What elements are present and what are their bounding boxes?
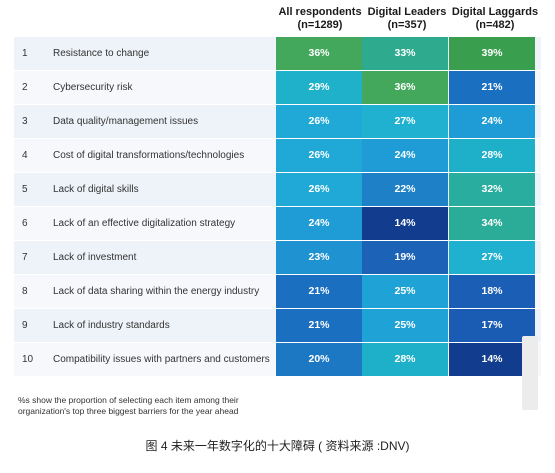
value-cell: 39% (449, 37, 535, 70)
row-rank: 2 (22, 82, 28, 93)
value-cell: 33% (362, 37, 448, 70)
value-cell: 26% (276, 105, 362, 138)
column-header-title: All respondents (278, 6, 362, 18)
value-cell: 36% (362, 71, 448, 104)
row-rank: 7 (22, 252, 28, 263)
row-rank: 10 (22, 354, 34, 365)
column-header-title: Digital Leaders (367, 6, 447, 18)
table-row: 8 Lack of data sharing within the energy … (14, 275, 541, 309)
table-row: 5 Lack of digital skills 26% 22% 32% (14, 173, 541, 207)
row-label: Resistance to change (53, 48, 150, 59)
value-cell: 28% (362, 343, 448, 376)
row-rank: 9 (22, 320, 28, 331)
value-cell: 14% (449, 343, 535, 376)
value-cell: 18% (449, 275, 535, 308)
value-cell: 24% (276, 207, 362, 240)
column-header-sample-size: (n=357) (387, 19, 427, 31)
row-label: Lack of investment (53, 252, 137, 263)
row-label: Lack of industry standards (53, 320, 170, 331)
row-label: Lack of digital skills (53, 184, 139, 195)
column-header-digital-leaders: Digital Leaders (n=357) (359, 6, 455, 32)
table-row: 2 Cybersecurity risk 29% 36% 21% (14, 71, 541, 105)
table-row: 6 Lack of an effective digitalization str… (14, 207, 541, 241)
footnote-line: %s show the proportion of selecting each… (18, 395, 239, 405)
table-row: 9 Lack of industry standards 21% 25% 17% (14, 309, 541, 343)
row-rank: 8 (22, 286, 28, 297)
column-header-sample-size: (n=482) (475, 19, 515, 31)
row-label: Data quality/management issues (53, 116, 199, 127)
value-cell: 14% (362, 207, 448, 240)
value-cell: 19% (362, 241, 448, 274)
figure-caption: 图 4 未来一年数字化的十大障碍 ( 资料来源 :DNV) (145, 439, 410, 453)
row-rank: 4 (22, 150, 28, 161)
row-label: Cost of digital transformations/technolo… (53, 150, 245, 161)
table-row: 10 Compatibility issues with partners and… (14, 343, 541, 377)
value-cell: 25% (362, 275, 448, 308)
table-row: 4 Cost of digital transformations/technol… (14, 139, 541, 173)
value-cell: 21% (276, 309, 362, 342)
value-cell: 24% (449, 105, 535, 138)
column-header-sample-size: (n=1289) (297, 19, 343, 31)
column-header-all-respondents: All respondents (n=1289) (272, 6, 368, 32)
footnote-line: organization's top three biggest barrier… (18, 406, 239, 416)
value-cell: 22% (362, 173, 448, 206)
footnote: %s show the proportion of selecting each… (18, 395, 239, 417)
value-cell: 27% (449, 241, 535, 274)
value-cell: 17% (449, 309, 535, 342)
row-rank: 3 (22, 116, 28, 127)
value-cell: 32% (449, 173, 535, 206)
table-row: 3 Data quality/management issues 26% 27% 24% (14, 105, 541, 139)
column-header-title: Digital Laggards (451, 6, 539, 18)
value-cell: 29% (276, 71, 362, 104)
row-rank: 1 (22, 48, 28, 59)
row-rank: 5 (22, 184, 28, 195)
table-row: 1 Resistance to change 36% 33% 39% (14, 37, 541, 71)
value-cell: 21% (276, 275, 362, 308)
value-cell: 21% (449, 71, 535, 104)
value-cell: 20% (276, 343, 362, 376)
column-header-digital-laggards: Digital Laggards (n=482) (447, 6, 543, 32)
value-cell: 26% (276, 173, 362, 206)
value-cell: 34% (449, 207, 535, 240)
table-row: 7 Lack of investment 23% 19% 27% (14, 241, 541, 275)
row-label: Compatibility issues with partners and c… (53, 354, 270, 365)
value-cell: 25% (362, 309, 448, 342)
value-cell: 23% (276, 241, 362, 274)
value-cell: 24% (362, 139, 448, 172)
row-rank: 6 (22, 218, 28, 229)
row-label: Lack of data sharing within the energy i… (53, 286, 260, 297)
row-label: Lack of an effective digitalization stra… (53, 218, 236, 229)
scrollbar[interactable] (522, 336, 538, 410)
value-cell: 27% (362, 105, 448, 138)
row-label: Cybersecurity risk (53, 82, 133, 93)
value-cell: 26% (276, 139, 362, 172)
value-cell: 36% (276, 37, 362, 70)
value-cell: 28% (449, 139, 535, 172)
